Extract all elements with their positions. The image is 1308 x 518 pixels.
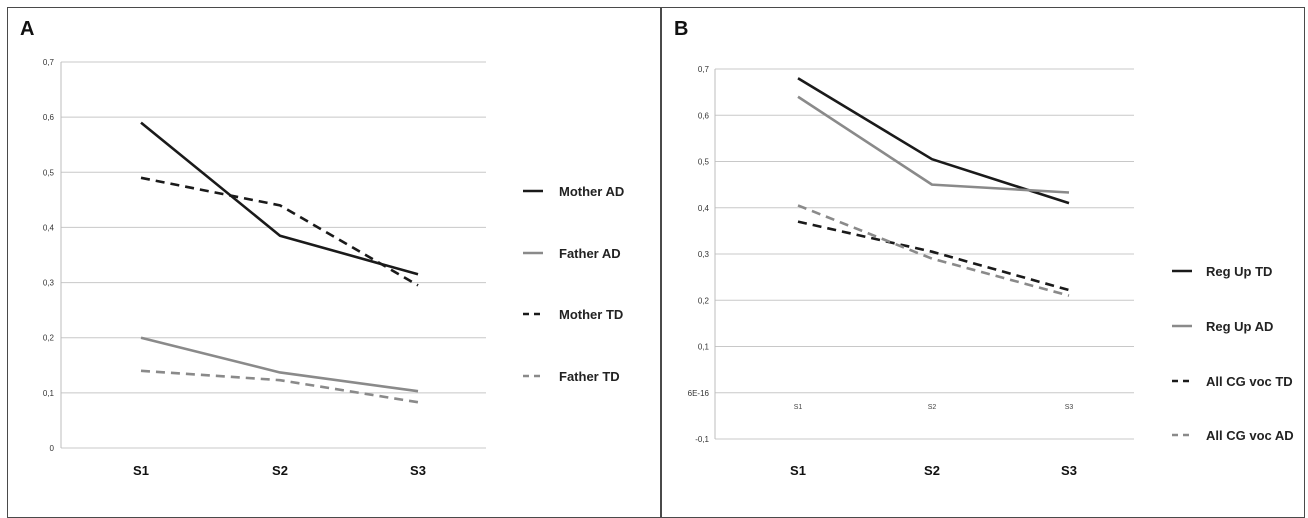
x-tick-label: S2: [924, 463, 940, 478]
y-tick-label: 0,3: [698, 250, 710, 259]
series-line-mother-ad: [140, 121, 419, 276]
series-line-father-td: [140, 369, 419, 404]
y-tick-label: 0,4: [698, 204, 710, 213]
y-tick-label: 0,6: [698, 111, 710, 120]
y-tick-label: 6E-16: [688, 389, 710, 398]
axis-category-label: S1: [794, 404, 803, 411]
legend-label: Mother TD: [559, 307, 623, 322]
x-tick-label: S3: [410, 463, 426, 478]
chart-a-svg: A 0 0,1 0,2 0,3 0,4 0,5 0,6 0,7 S1 S2 S3 Mother AD F…: [20, 18, 624, 478]
legend-label: Reg Up TD: [1206, 264, 1272, 279]
chart-panel-a: A 0 0,1 0,2 0,3 0,4 0,5 0,6 0,7 S1 S2 S3 Mother AD F…: [7, 7, 661, 518]
y-tick-label: 0,7: [43, 58, 55, 67]
y-tick-label: 0: [50, 444, 55, 453]
panel-letter-a: A: [20, 18, 34, 40]
series-line-all-cg-voc-td: [797, 220, 1070, 292]
axis-category-label: S2: [928, 404, 937, 411]
legend-label: Reg Up AD: [1206, 319, 1273, 334]
x-tick-label: S1: [790, 463, 806, 478]
series-line-reg-up-td: [797, 77, 1070, 205]
legend-label: All CG voc TD: [1206, 374, 1293, 389]
y-tick-label: 0,5: [43, 168, 55, 177]
y-tick-label: 0,5: [698, 158, 710, 167]
axis-category-label: S3: [1065, 404, 1074, 411]
legend-label: Father TD: [559, 369, 620, 384]
series-line-reg-up-ad: [797, 95, 1070, 194]
legend-label: Mother AD: [559, 184, 624, 199]
legend-label: Father AD: [559, 246, 621, 261]
series-line-all-cg-voc-ad: [797, 204, 1070, 297]
y-tick-label: 0,3: [43, 279, 55, 288]
series-line-father-ad: [140, 336, 419, 393]
y-tick-label: 0,2: [43, 334, 55, 343]
panel-letter-b: B: [674, 18, 688, 40]
y-tick-label: 0,6: [43, 113, 55, 122]
y-tick-label: 0,7: [698, 65, 710, 74]
y-tick-label: 0,4: [43, 223, 55, 232]
x-tick-label: S2: [272, 463, 288, 478]
chart-panel-b: B -0,1 6E-16 0,1 0,2 0,3 0,4 0,5 0,6 0,7 S1 S2 S3 S1…: [661, 7, 1305, 518]
y-tick-label: -0,1: [695, 435, 709, 444]
chart-b-svg: B -0,1 6E-16 0,1 0,2 0,3 0,4 0,5 0,6 0,7 S1 S2 S3 S1…: [674, 18, 1294, 478]
y-tick-label: 0,1: [698, 343, 710, 352]
x-tick-label: S3: [1061, 463, 1077, 478]
y-tick-label: 0,1: [43, 389, 55, 398]
legend-label: All CG voc AD: [1206, 428, 1294, 443]
y-tick-label: 0,2: [698, 296, 710, 305]
x-tick-label: S1: [133, 463, 149, 478]
series-line-mother-td: [140, 176, 419, 287]
